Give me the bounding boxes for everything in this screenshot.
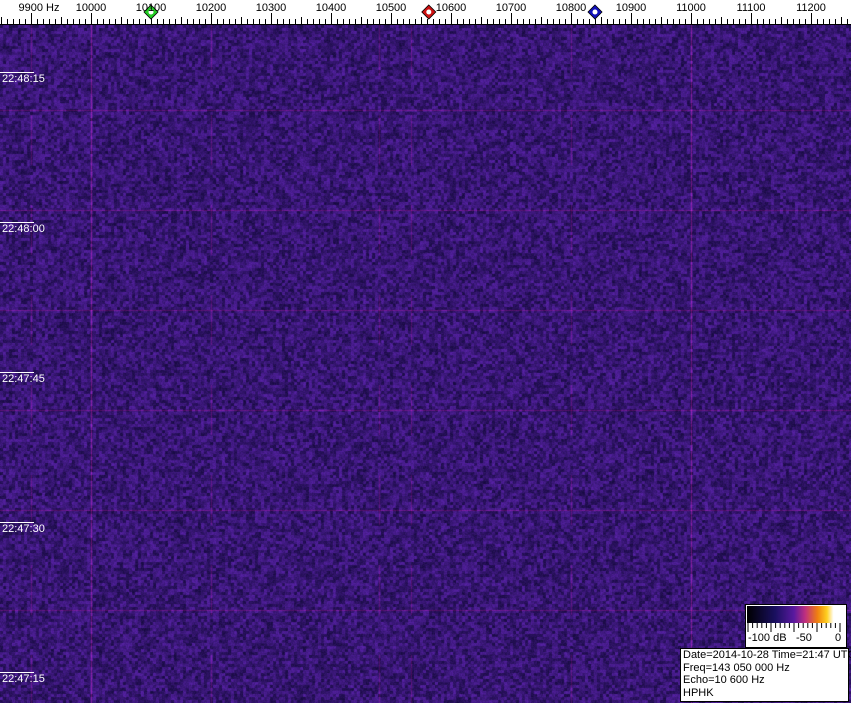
- info-station: HPHK: [683, 686, 714, 699]
- frequency-tick-label: 11200: [796, 2, 826, 14]
- colorbar-label: -100 dB: [748, 632, 787, 644]
- info-frequency: Freq=143 050 000 Hz: [683, 661, 790, 674]
- frequency-tick-label: 10200: [195, 2, 227, 14]
- time-tick-label: 22:48:00: [2, 223, 45, 235]
- frequency-tick-label: 10100: [135, 2, 167, 14]
- time-tick-line: [0, 522, 34, 523]
- time-tick-line: [0, 372, 34, 373]
- frequency-tick-label: 11000: [676, 2, 706, 14]
- time-tick-line: [0, 222, 34, 223]
- frequency-tick-label: 10900: [615, 2, 647, 14]
- info-date-time: Date=2014-10-28 Time=21:47 UTC: [683, 649, 851, 661]
- frequency-tick-label: 10000: [75, 2, 107, 14]
- time-tick-label: 22:47:45: [2, 373, 45, 385]
- frequency-tick-label: 10700: [495, 2, 527, 14]
- marker-diamond-icon[interactable]: [143, 4, 159, 20]
- colorbar-ticks: [747, 623, 841, 632]
- frequency-tick-label: 10400: [315, 2, 347, 14]
- colorbar-gradient: [747, 606, 841, 623]
- frequency-axis: 9900 Hz 10000 10100 10200 10300 10400 10500 106…: [0, 0, 851, 25]
- frequency-ticks: [0, 4, 851, 25]
- colorbar-label: 0: [835, 632, 842, 644]
- colorbar-legend: -100 dB -50 0: [745, 604, 847, 648]
- frequency-tick-label: 11100: [736, 2, 766, 14]
- frequency-tick-label: 10500: [375, 2, 407, 14]
- info-box: Date=2014-10-28 Time=21:47 UTC Freq=143 …: [680, 648, 851, 702]
- frequency-tick-label: 9900 Hz: [18, 2, 60, 14]
- time-tick-label: 22:47:15: [2, 673, 45, 685]
- info-echo: Echo=10 600 Hz: [683, 674, 765, 686]
- marker-diamond-icon[interactable]: [587, 4, 603, 20]
- time-tick-label: 22:47:30: [2, 523, 45, 535]
- colorbar-label: -50: [796, 632, 812, 644]
- marker-diamond-icon[interactable]: [421, 4, 437, 20]
- time-tick-line: [0, 72, 34, 73]
- time-tick-label: 22:48:15: [2, 73, 45, 85]
- waterfall-spectrogram: [0, 25, 851, 703]
- time-tick-line: [0, 672, 34, 673]
- frequency-tick-label: 10300: [255, 2, 287, 14]
- frequency-tick-label: 10800: [555, 2, 587, 14]
- frequency-tick-label: 10600: [435, 2, 467, 14]
